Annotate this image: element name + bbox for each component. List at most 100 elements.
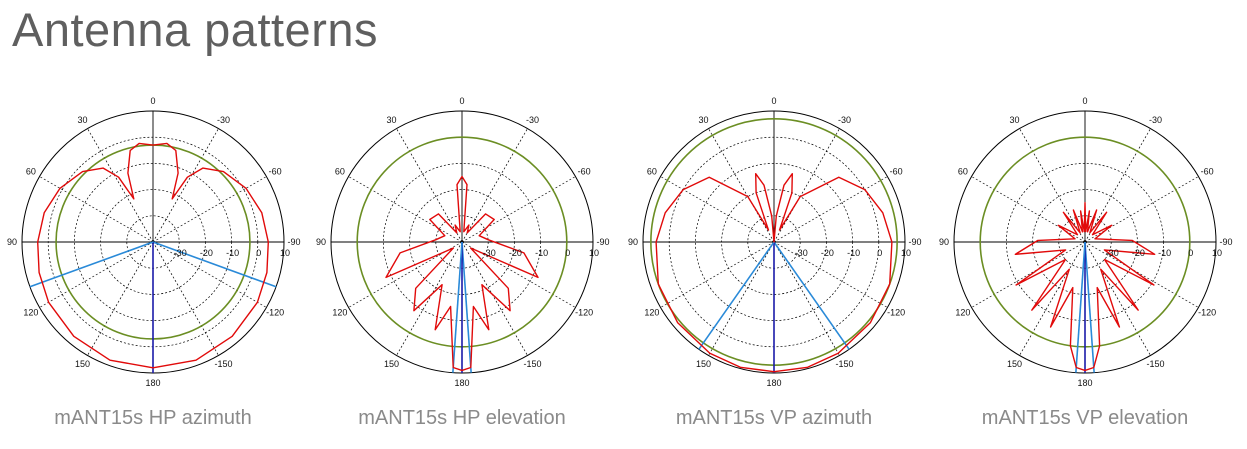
radial-tick-label: -10 <box>535 248 548 258</box>
radial-tick-label: 0 <box>877 248 882 258</box>
angle-tick-label: 60 <box>958 167 968 177</box>
angle-tick-label: 180 <box>766 378 781 388</box>
radial-tick-label: 0 <box>1188 248 1193 258</box>
grid-spoke <box>152 241 219 356</box>
pattern-curve <box>385 175 539 372</box>
angle-tick-label: 60 <box>647 167 657 177</box>
angle-tick-label: 180 <box>454 378 469 388</box>
grid-spoke <box>773 128 840 243</box>
marker-line <box>1084 241 1095 373</box>
pattern-curve <box>37 142 269 369</box>
angle-tick-label: -30 <box>526 115 539 125</box>
angle-tick-label: 150 <box>1007 359 1022 369</box>
grid-spoke <box>708 241 775 356</box>
angle-tick-label: 120 <box>644 308 659 318</box>
radial-tick-label: 10 <box>901 248 911 258</box>
angle-tick-label: 90 <box>939 237 949 247</box>
angle-tick-label: 60 <box>26 167 36 177</box>
page-title: Antenna patterns <box>12 3 378 56</box>
grid-spoke <box>660 176 775 243</box>
grid-spoke <box>773 241 840 356</box>
angle-tick-label: -120 <box>887 308 905 318</box>
angle-tick-label: -150 <box>1146 359 1164 369</box>
angle-tick-label: 90 <box>7 237 17 247</box>
chart-hp-elevation: 0 -30 -60 -90 -120 -150 180 150 120 90 60 30 -30 -20 -… <box>312 92 612 442</box>
grid-spoke <box>396 128 463 243</box>
angle-tick-label: 60 <box>335 167 345 177</box>
radial-tick-label: 10 <box>1212 248 1222 258</box>
marker-line <box>29 241 154 288</box>
grid-spoke <box>152 176 267 243</box>
angle-tick-label: -60 <box>578 167 591 177</box>
grid-spoke <box>773 176 888 243</box>
angle-tick-label: 150 <box>696 359 711 369</box>
polar-chart-vp-azimuth: 0 -30 -60 -90 -120 -150 180 150 120 90 60 30 -30 -20 -… <box>628 96 922 388</box>
angle-tick-label: -30 <box>838 115 851 125</box>
angle-tick-label: -30 <box>1149 115 1162 125</box>
chart-vp-azimuth: 0 -30 -60 -90 -120 -150 180 150 120 90 60 30 -30 -20 -… <box>624 92 924 442</box>
pattern-curve <box>1014 202 1156 372</box>
marker-line <box>1075 241 1086 373</box>
angle-tick-label: -30 <box>217 115 230 125</box>
marker-line <box>773 241 850 350</box>
marker-line <box>452 241 463 373</box>
grid-spoke <box>39 176 154 243</box>
angle-tick-label: 90 <box>628 237 638 247</box>
angle-tick-label: -120 <box>266 308 284 318</box>
angle-tick-label: 120 <box>332 308 347 318</box>
radial-tick-label: -20 <box>821 248 834 258</box>
angle-tick-label: 30 <box>1009 115 1019 125</box>
angle-tick-label: 30 <box>77 115 87 125</box>
chart-hp-azimuth: 0 -30 -60 -90 -120 -150 180 150 120 90 60 30 -30 -20 -… <box>3 92 303 442</box>
radial-tick-label: -10 <box>1158 248 1171 258</box>
grid-spoke <box>1084 176 1199 243</box>
angle-tick-label: -90 <box>596 237 609 247</box>
chart-caption: mANT15s VP azimuth <box>675 407 873 429</box>
grid-spoke <box>87 241 154 356</box>
angle-tick-label: -120 <box>575 308 593 318</box>
grid-spoke <box>971 176 1086 243</box>
polar-chart-hp-elevation: 0 -30 -60 -90 -120 -150 180 150 120 90 60 30 -30 -20 -… <box>316 96 610 388</box>
grid-spoke <box>1084 241 1151 356</box>
angle-tick-label: -150 <box>835 359 853 369</box>
radial-tick-label: -30 <box>1106 248 1119 258</box>
radial-tick-label: 10 <box>280 248 290 258</box>
angle-tick-label: 180 <box>145 378 160 388</box>
angle-tick-label: 30 <box>698 115 708 125</box>
grid-spoke <box>461 176 576 243</box>
angle-tick-label: 120 <box>23 308 38 318</box>
pattern-curve <box>655 173 893 373</box>
radial-tick-label: -10 <box>847 248 860 258</box>
angle-tick-label: 0 <box>150 96 155 106</box>
radial-tick-label: 0 <box>565 248 570 258</box>
polar-chart-vp-elevation: 0 -30 -60 -90 -120 -150 180 150 120 90 60 30 -30 -20 -… <box>939 96 1233 388</box>
grid-spoke <box>971 241 1086 308</box>
polar-chart-hp-azimuth: 0 -30 -60 -90 -120 -150 180 150 120 90 60 30 -30 -20 -… <box>7 96 301 388</box>
angle-tick-label: -60 <box>890 167 903 177</box>
radial-tick-label: -20 <box>1132 248 1145 258</box>
radial-tick-label: -30 <box>174 248 187 258</box>
marker-line <box>461 241 472 373</box>
radial-tick-label: -10 <box>226 248 239 258</box>
angle-tick-label: 30 <box>386 115 396 125</box>
angle-tick-label: -150 <box>523 359 541 369</box>
grid-spoke <box>152 128 219 243</box>
marker-line <box>152 241 277 288</box>
angle-tick-label: -90 <box>1219 237 1232 247</box>
grid-spoke <box>39 241 154 308</box>
grid-spoke <box>660 241 775 308</box>
chart-vp-elevation: 0 -30 -60 -90 -120 -150 180 150 120 90 60 30 -30 -20 -… <box>935 92 1235 442</box>
angle-tick-label: 150 <box>75 359 90 369</box>
chart-caption: mANT15s HP azimuth <box>54 407 252 429</box>
chart-caption: mANT15s VP elevation <box>981 407 1189 429</box>
angle-tick-label: -120 <box>1198 308 1216 318</box>
grid-spoke <box>461 128 528 243</box>
chart-caption: mANT15s HP elevation <box>358 407 566 429</box>
grid-spoke <box>1019 241 1086 356</box>
angle-tick-label: 120 <box>955 308 970 318</box>
angle-tick-label: 0 <box>1082 96 1087 106</box>
angle-tick-label: -60 <box>269 167 282 177</box>
angle-tick-label: -150 <box>214 359 232 369</box>
angle-tick-label: 90 <box>316 237 326 247</box>
angle-tick-label: 150 <box>384 359 399 369</box>
